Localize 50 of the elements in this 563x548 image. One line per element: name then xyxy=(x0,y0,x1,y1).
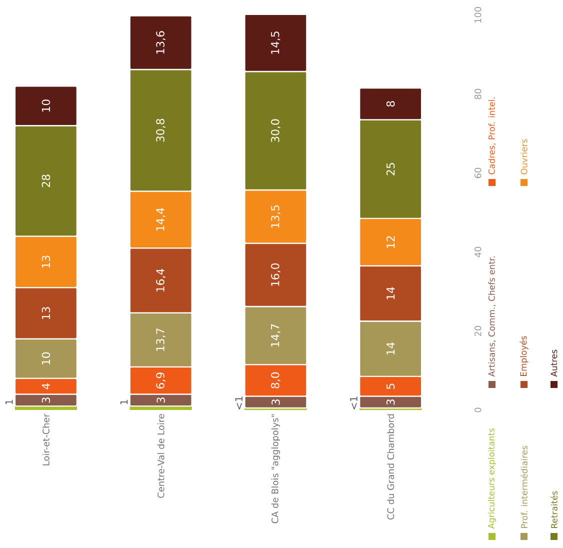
text: Cadres, Prof. intel. xyxy=(488,98,496,174)
data-label: 1 xyxy=(120,400,128,404)
data-label: 13 xyxy=(42,256,50,268)
data-label: 4 xyxy=(42,383,50,390)
data-label: 10 xyxy=(42,352,50,364)
data-label: 6,9 xyxy=(156,372,166,389)
data-label: 3 xyxy=(156,398,165,403)
data-label: 14,4 xyxy=(156,208,166,231)
y-tick-label: 80 xyxy=(474,88,482,100)
y-tick-label: 100 xyxy=(474,7,482,23)
data-label: 14,7 xyxy=(271,324,280,347)
x-tick-label: CC du Grand Chambord xyxy=(387,414,394,520)
data-label: 25 xyxy=(386,163,395,176)
text: Autres xyxy=(550,350,558,377)
text: Agriculteurs exploitants xyxy=(488,428,496,529)
text: Prof. intermédiaires xyxy=(520,446,528,528)
data-label: 16,4 xyxy=(156,268,166,292)
data-label: <1 xyxy=(235,396,242,410)
data-label: 14,5 xyxy=(271,32,280,54)
data-label: 14 xyxy=(386,342,395,355)
x-tick-label: Centre-Val de Loire xyxy=(157,414,164,498)
data-label: 13,5 xyxy=(271,205,280,228)
data-label: 3 xyxy=(386,399,395,405)
x-tick-label: CA de Blois "agglopolys" xyxy=(271,414,280,524)
data-label: 5 xyxy=(386,384,395,389)
data-label: 28 xyxy=(42,174,50,188)
data-label: 1 xyxy=(5,400,13,404)
data-label: 13,6 xyxy=(156,31,166,54)
data-label: 14 xyxy=(386,287,395,300)
data-label: <1 xyxy=(350,396,358,410)
data-label: 30,0 xyxy=(271,119,280,142)
data-label: 13 xyxy=(42,307,50,319)
y-tick-label: 0 xyxy=(474,408,482,412)
y-tick-label: 20 xyxy=(474,326,482,336)
y-tick-label: 60 xyxy=(474,168,482,178)
data-label: 8 xyxy=(386,101,395,107)
data-label: 12 xyxy=(386,236,395,248)
text: Ouvriers xyxy=(520,139,528,174)
data-label: 13,7 xyxy=(156,328,166,351)
data-label: 30,8 xyxy=(156,118,166,142)
data-label: 3 xyxy=(272,399,280,405)
y-tick-label: 40 xyxy=(474,246,482,258)
x-tick-label: Loir-et-Cher xyxy=(42,414,50,466)
data-label: 10 xyxy=(42,100,50,112)
text: Retraités xyxy=(550,491,558,528)
data-label: 3 xyxy=(42,398,50,403)
data-label: 8,0 xyxy=(271,372,280,388)
text: Artisans, Comm., Chefs entr. xyxy=(488,256,496,377)
text: Employés xyxy=(520,336,528,376)
data-label: 16,0 xyxy=(271,263,280,286)
